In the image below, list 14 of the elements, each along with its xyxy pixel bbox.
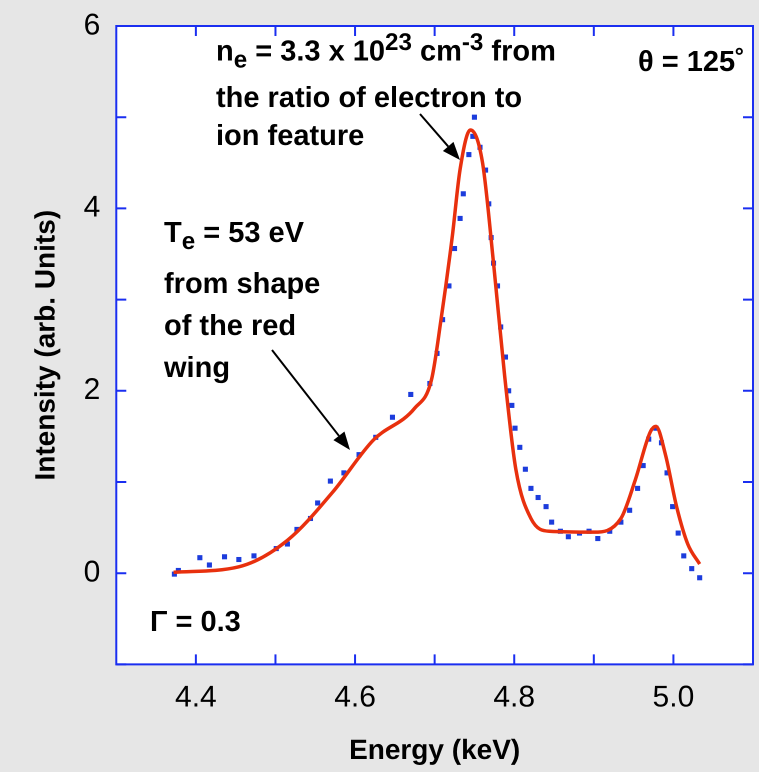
y-tick-label: 6 [84, 8, 100, 42]
annotation: Γ = 0.3 [150, 605, 242, 640]
x-tick-label: 4.8 [493, 680, 536, 714]
x-axis-title: Energy (keV) [349, 734, 520, 765]
x-tick-label: 5.0 [652, 680, 694, 714]
x-tick-label: 4.4 [175, 680, 217, 714]
y-tick-label: 0 [84, 555, 100, 588]
y-tick-label: 2 [84, 373, 100, 406]
y-axis-title: Intensity (arb. Units) [30, 210, 61, 481]
text: n$_{e}$ = 3.3 x 10$^{23}$ cm$^{-3}$ from the ratio of electron to ion feature [216, 29, 556, 152]
annotation: T$_{e}$ = 53 eV from shape of the red wing [164, 216, 322, 386]
x-tick-label: 4.6 [334, 680, 376, 714]
annotation: θ = 125˚ [638, 45, 746, 80]
y-tick-label: 4 [84, 190, 100, 224]
